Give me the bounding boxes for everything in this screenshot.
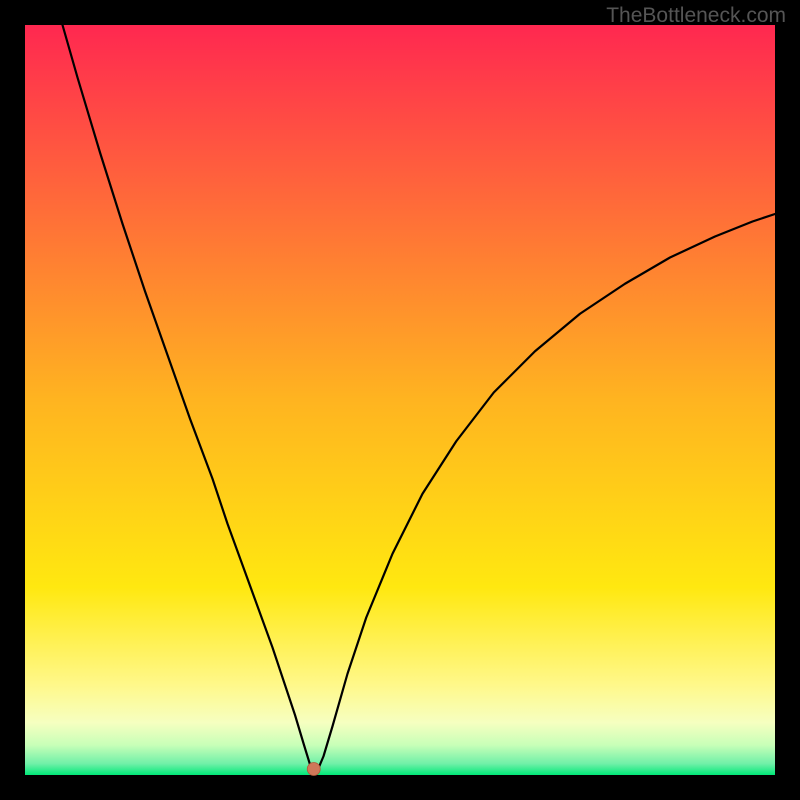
chart-container: TheBottleneck.com [0,0,800,800]
plot-background [25,25,775,775]
watermark-text: TheBottleneck.com [606,4,786,28]
